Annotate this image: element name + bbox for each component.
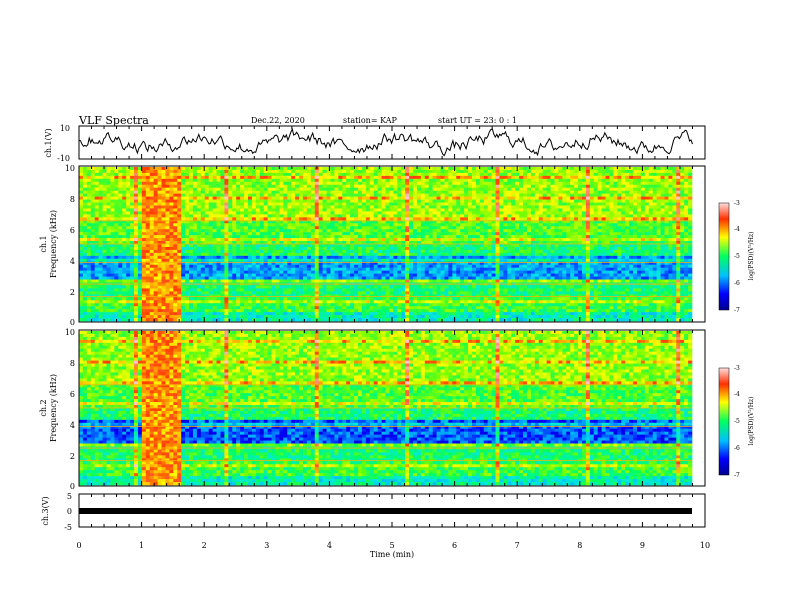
ch3-waveform-line: [79, 508, 692, 514]
chart-title: VLF Spectra: [79, 114, 149, 127]
x-tick-label-7: 7: [515, 541, 520, 550]
ch3-ytick-neg5: -5: [64, 523, 72, 532]
ch1-spec-ytick-8: 8: [70, 195, 75, 204]
ch1-colorbar: -3 -4 -5 -6 -7 log(PSD)(V²/Hz): [718, 200, 755, 314]
ch2-spec-ylabel-ch: ch.2: [39, 399, 48, 416]
ch2-spec-ytick-10: 10: [65, 328, 75, 337]
ch1-waveform-ylabel: ch.1(V): [44, 128, 53, 157]
x-tick-label-2: 2: [202, 541, 207, 550]
cb1-label: log(PSD)(V²/Hz): [748, 232, 755, 281]
cb2-label: log(PSD)(V²/Hz): [748, 397, 755, 446]
cb2-tick-neg7: -7: [734, 472, 740, 479]
cb1-tick-neg3: -3: [734, 200, 740, 207]
cb2-tick-neg6: -6: [734, 445, 740, 452]
ch2-spec-ytick-4: 4: [70, 421, 75, 430]
cb1-tick-neg5: -5: [734, 253, 740, 260]
ch1-spec-ytick-0: 0: [70, 318, 75, 327]
ch1-spec-ytick-4: 4: [70, 257, 75, 266]
ch1-ytick-neg10: -10: [57, 154, 70, 163]
cb1-tick-neg6: -6: [734, 280, 740, 287]
ch1-spec-ytick-2: 2: [70, 288, 75, 297]
date-label: Dec.22, 2020: [251, 116, 305, 125]
x-tick-label-6: 6: [452, 541, 457, 550]
x-tick-label-9: 9: [640, 541, 645, 550]
ch1-waveform-line: [78, 127, 693, 157]
ch2-spec-ytick-2: 2: [70, 452, 75, 461]
start-time-label: start UT = 23: 0 : 1: [438, 116, 517, 125]
ch3-waveform-ylabel: ch.3(V): [41, 496, 50, 525]
x-tick-label-0: 0: [76, 541, 81, 550]
ch1-spec-ytick-10: 10: [65, 164, 75, 173]
ch2-spec-ytick-6: 6: [70, 390, 75, 399]
x-tick-label-1: 1: [139, 541, 144, 550]
ch1-spec-ytick-6: 6: [70, 226, 75, 235]
ch1-spec-ylabel-ch: ch.1: [39, 235, 48, 252]
ch1-spectrogram-image: [79, 167, 693, 322]
cb2-tick-neg3: -3: [734, 365, 740, 372]
station-label: station= KAP: [343, 116, 397, 125]
axis-ticks: [78, 126, 706, 527]
ch3-ytick-0: 0: [67, 507, 72, 516]
ch2-spectrogram-image: [79, 331, 693, 486]
ch3-ytick-5: 5: [67, 492, 72, 501]
x-axis-label: Time (min): [370, 550, 414, 559]
ch2-spec-ylabel-freq: Frequency (kHz): [49, 374, 58, 442]
x-tick-label-10: 10: [700, 541, 710, 550]
x-tick-label-4: 4: [327, 541, 332, 550]
x-tick-label-5: 5: [389, 541, 394, 550]
cb1-tick-neg4: -4: [734, 226, 740, 233]
ch2-colorbar: -3 -4 -5 -6 -7 log(PSD)(V²/Hz): [718, 365, 755, 479]
cb1-tick-neg7: -7: [734, 307, 740, 314]
ch2-spec-ytick-8: 8: [70, 359, 75, 368]
cb2-tick-neg5: -5: [734, 418, 740, 425]
x-tick-label-3: 3: [264, 541, 269, 550]
x-tick-label-8: 8: [577, 541, 582, 550]
ch1-ytick-10: 10: [60, 124, 70, 133]
ch1-spec-ylabel-freq: Frequency (kHz): [49, 210, 58, 278]
cb2-tick-neg4: -4: [734, 391, 740, 398]
ch2-spec-ytick-0: 0: [70, 482, 75, 491]
